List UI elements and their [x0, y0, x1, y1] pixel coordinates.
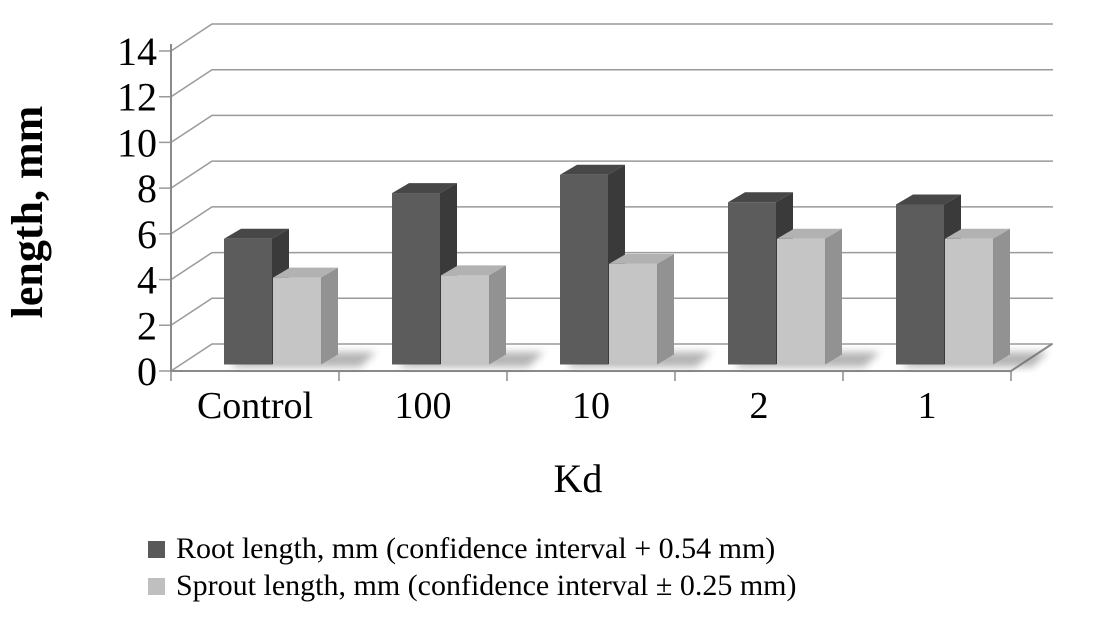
bar-sprout-10	[609, 253, 674, 365]
legend-label-root: Root length, mm (confidence interval + 0…	[176, 532, 776, 565]
bar-front-face	[945, 238, 993, 365]
legend-label-sprout: Sprout length, mm (confidence interval ±…	[176, 569, 797, 602]
bar-side-face	[321, 267, 338, 365]
bar-top-face	[224, 228, 289, 239]
gridline	[159, 68, 1053, 98]
bar-front-face	[777, 238, 825, 365]
legend-item-sprout: Sprout length, mm (confidence interval ±…	[148, 569, 797, 603]
bar-top-face	[609, 253, 674, 264]
legend-swatch-sprout	[148, 577, 165, 595]
legend-item-root: Root length, mm (confidence interval + 0…	[148, 532, 797, 566]
bar-top-face	[728, 192, 793, 203]
bar-side-face	[993, 228, 1010, 365]
x-category-label: Control	[197, 385, 313, 427]
bar-sprout-1	[945, 228, 1010, 365]
x-category-label: 1	[918, 385, 937, 427]
bar-top-face	[896, 194, 961, 205]
bar-sprout-Control	[273, 267, 338, 365]
bar-sprout-2	[777, 228, 842, 365]
y-tick-label: 2	[137, 303, 157, 348]
bar-side-face	[825, 228, 842, 365]
bar-front-face	[392, 193, 440, 365]
bar-front-face	[273, 277, 321, 365]
bar-top-face	[945, 228, 1010, 239]
x-axis-title: Kd	[554, 456, 603, 501]
gridline	[159, 206, 1053, 235]
bar-top-face	[273, 267, 338, 278]
x-category-label: 2	[750, 385, 769, 427]
x-category-label: 10	[572, 385, 610, 427]
y-tick-label: 6	[137, 212, 157, 257]
gridline	[159, 114, 1053, 144]
bar-top-face	[560, 164, 625, 175]
bar-front-face	[609, 263, 657, 365]
bar-front-face	[728, 202, 776, 365]
gridline	[159, 23, 1053, 52]
bar-top-face	[777, 228, 842, 239]
x-category-label: 100	[395, 385, 452, 427]
y-tick-label: 4	[137, 258, 157, 303]
y-tick-label: 12	[117, 75, 157, 120]
legend-swatch-root	[148, 540, 165, 558]
bar-side-face	[489, 265, 506, 365]
y-axis-title: length, mm	[3, 106, 52, 319]
y-tick-label: 8	[137, 166, 157, 211]
bar-front-face	[224, 238, 272, 365]
bar-side-face	[657, 253, 674, 365]
bar-front-face	[560, 174, 608, 365]
y-tick-label: 0	[137, 349, 157, 394]
bar-top-face	[392, 183, 457, 194]
gridline	[159, 160, 1053, 189]
bar-front-face	[896, 204, 944, 365]
bar-top-face	[441, 265, 506, 276]
bar-front-face	[441, 275, 489, 365]
y-tick-label: 10	[117, 120, 157, 165]
bar-sprout-100	[441, 265, 506, 365]
y-tick-label: 14	[117, 29, 157, 74]
chart-legend: Root length, mm (confidence interval + 0…	[148, 532, 797, 603]
gridline	[159, 251, 1053, 281]
